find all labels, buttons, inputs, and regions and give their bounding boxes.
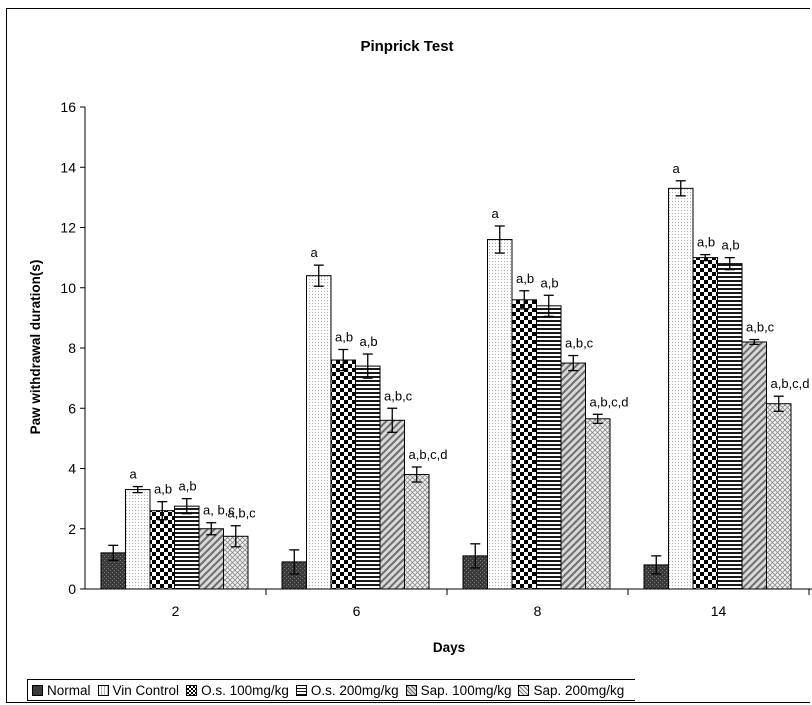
- bar: [355, 365, 381, 590]
- y-tick-label: 10: [60, 280, 76, 296]
- significance-label: a,b,c: [384, 388, 413, 403]
- x-tick-label: 2: [172, 603, 180, 619]
- bar: [306, 275, 332, 590]
- x-axis-title: Days: [433, 640, 465, 655]
- y-tick-label: 2: [68, 521, 76, 537]
- bar: [668, 187, 694, 590]
- legend-label: Sap. 200mg/kg: [533, 682, 625, 698]
- y-axis-title: Paw withdrawal duration(s): [28, 260, 43, 435]
- significance-label: a,b,c,d: [409, 447, 448, 462]
- legend: Normal Vin Control O.s. 100mg/kg O.s. 200mg…: [27, 679, 636, 701]
- y-tick-label: 8: [68, 340, 76, 356]
- bar: [560, 362, 586, 590]
- chart-frame: [6, 8, 810, 703]
- legend-label: Sap. 100mg/kg: [420, 682, 512, 698]
- legend-item: Sap. 200mg/kg: [518, 683, 624, 698]
- bar: [585, 418, 611, 590]
- significance-label: a: [492, 206, 500, 221]
- bar: [404, 474, 430, 590]
- bar: [379, 419, 405, 590]
- bar: [487, 239, 513, 590]
- significance-label: a,b,c: [228, 506, 257, 521]
- bar: [174, 505, 200, 590]
- significance-label: a: [130, 467, 138, 482]
- significance-label: a,b: [722, 238, 740, 253]
- significance-label: a,b,c,d: [590, 394, 629, 409]
- legend-swatch: [186, 684, 198, 696]
- significance-label: a, b,c: [203, 503, 235, 518]
- bar: [125, 489, 151, 590]
- significance-label: a,b: [541, 275, 559, 290]
- bar: [149, 510, 175, 590]
- significance-label: a,b,c: [746, 320, 775, 335]
- chart-title: Pinprick Test: [360, 38, 453, 55]
- significance-label: a,b: [154, 482, 172, 497]
- bar: [643, 564, 669, 590]
- legend-label: Normal: [47, 682, 91, 698]
- x-tick-label: 14: [711, 603, 727, 619]
- significance-label: a,b: [360, 334, 378, 349]
- y-tick-label: 12: [60, 220, 76, 236]
- bar: [198, 528, 224, 590]
- significance-label: a,b: [516, 271, 534, 286]
- legend-item: Sap. 100mg/kg: [405, 682, 512, 698]
- bar: [741, 341, 767, 590]
- x-tick-label: 8: [534, 603, 542, 619]
- y-tick-label: 4: [68, 461, 76, 477]
- bar: [536, 305, 562, 590]
- x-tick-label: 6: [353, 603, 361, 619]
- legend-swatch: [295, 684, 307, 696]
- bar: [766, 403, 792, 590]
- y-tick-label: 6: [68, 400, 76, 416]
- y-tick-label: 0: [68, 581, 76, 597]
- legend-item: Normal: [32, 683, 91, 698]
- y-tick-label: 14: [60, 159, 76, 175]
- significance-label: a,b,c,d: [771, 376, 810, 391]
- significance-label: a: [311, 245, 319, 260]
- legend-label: Vin Control: [112, 682, 180, 698]
- bar: [692, 257, 718, 590]
- significance-label: a,b: [179, 479, 197, 494]
- legend-swatch: [32, 684, 43, 696]
- legend-item: O.s. 100mg/kg: [186, 683, 289, 698]
- bar: [717, 263, 743, 590]
- legend-label: O.s. 200mg/kg: [310, 682, 399, 698]
- bar: [511, 299, 537, 590]
- legend-item: O.s. 200mg/kg: [295, 682, 399, 698]
- significance-label: a,b,c: [565, 336, 594, 351]
- legend-swatch: [518, 684, 530, 696]
- legend-label: O.s. 100mg/kg: [201, 682, 289, 698]
- legend-item: Vin Control: [97, 682, 180, 698]
- legend-swatch: [97, 684, 109, 696]
- legend-swatch: [405, 684, 417, 696]
- significance-label: a,b: [697, 235, 715, 250]
- significance-label: a,b: [335, 330, 353, 345]
- bar: [330, 359, 356, 590]
- y-tick-label: 16: [60, 99, 76, 115]
- significance-label: a: [673, 161, 681, 176]
